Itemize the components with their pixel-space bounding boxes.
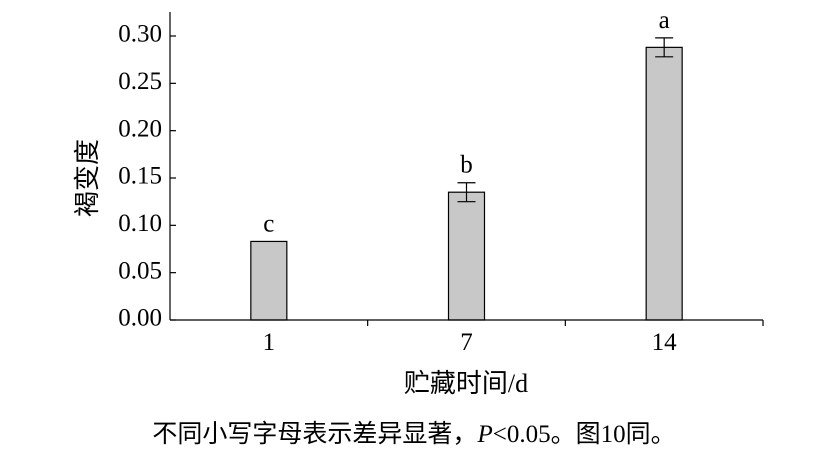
y-axis-label: 褐变度 [73, 139, 102, 217]
bar [447, 191, 486, 321]
bar [250, 240, 288, 321]
x-tick-label: 7 [460, 329, 473, 356]
y-tick-label: 0.00 [118, 305, 162, 332]
figure-caption: 不同小写字母表示差异显著，P<0.05。图10同。 [0, 414, 828, 450]
bar-chart: c b a 0.00 0.05 0.10 0.15 0.20 0.25 0.30 1 7 14 褐变度… [73, 7, 764, 398]
y-tick-label: 0.05 [118, 257, 162, 284]
y-tick-label: 0.20 [118, 115, 162, 142]
y-tick-label: 0.10 [118, 210, 162, 237]
significance-letter: a [659, 7, 670, 34]
y-tick-label: 0.15 [118, 163, 162, 190]
significance-letter: c [263, 210, 274, 237]
significance-letter: b [460, 152, 473, 179]
caption-suffix: <0.05。图10同。 [492, 421, 676, 448]
axes-layer: 0.00 0.05 0.10 0.15 0.20 0.25 0.30 1 7 14 [118, 12, 764, 356]
bars-layer: c b a [250, 7, 683, 321]
caption-prefix: 不同小写字母表示差异显著， [152, 421, 478, 448]
y-tick-label: 0.30 [118, 21, 162, 48]
bar [645, 46, 683, 321]
x-axis-label: 贮藏时间/d [404, 369, 528, 398]
y-tick-label: 0.25 [118, 68, 162, 95]
caption-p-symbol: P [477, 421, 493, 448]
x-tick-label: 14 [652, 329, 678, 356]
x-tick-label: 1 [263, 329, 276, 356]
